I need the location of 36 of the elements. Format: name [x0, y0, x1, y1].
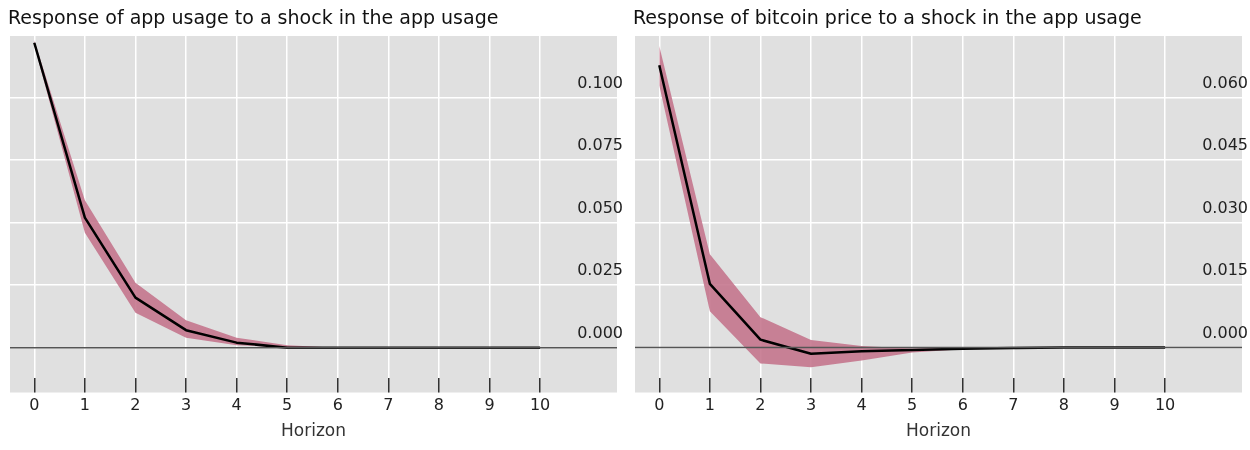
x-tick-label: 0: [29, 395, 40, 415]
y-tick-label: 0.045: [1202, 135, 1248, 155]
y-tick-label: 0.000: [577, 322, 623, 342]
x-tick-label: 4: [231, 395, 242, 415]
x-tick-label: 2: [130, 395, 141, 415]
x-tick-label: 6: [332, 395, 343, 415]
x-tick-label: 1: [79, 395, 90, 415]
x-tick-label: 5: [907, 395, 918, 415]
x-tick-label: 8: [433, 395, 445, 415]
x-tick-label: 9: [1109, 395, 1120, 415]
x-axis-title: Horizon: [281, 420, 346, 441]
x-tick-label: 10: [1154, 395, 1176, 415]
y-tick-label: 0.000: [1202, 322, 1248, 342]
x-tick-label: 9: [484, 395, 495, 415]
y-tick-label: 0.100: [577, 72, 623, 92]
x-axis-title: Horizon: [906, 420, 971, 441]
x-tick-label: 2: [755, 395, 766, 415]
x-tick-label: 4: [856, 395, 867, 415]
x-tick-label: 0: [654, 395, 665, 415]
x-tick-label: 3: [180, 395, 192, 415]
x-tick-label: 8: [1058, 395, 1070, 415]
y-tick-label: 0.030: [1202, 197, 1248, 217]
x-tick-label: 10: [529, 395, 551, 415]
x-tick-label: 3: [805, 395, 817, 415]
x-tick-label: 6: [957, 395, 968, 415]
x-tick-label: 1: [704, 395, 715, 415]
y-tick-label: 0.075: [577, 135, 623, 155]
chart-title: Response of app usage to a shock in the app usage: [8, 6, 499, 28]
y-tick-label: 0.015: [1202, 260, 1248, 280]
chart-title: Response of bitcoin price to a shock in the app usage: [633, 6, 1142, 28]
x-tick-label: 5: [282, 395, 293, 415]
y-tick-label: 0.060: [1202, 72, 1248, 92]
x-tick-label: 7: [383, 395, 394, 415]
y-tick-label: 0.025: [577, 260, 623, 280]
x-tick-label: 7: [1008, 395, 1019, 415]
y-tick-label: 0.050: [577, 197, 623, 217]
